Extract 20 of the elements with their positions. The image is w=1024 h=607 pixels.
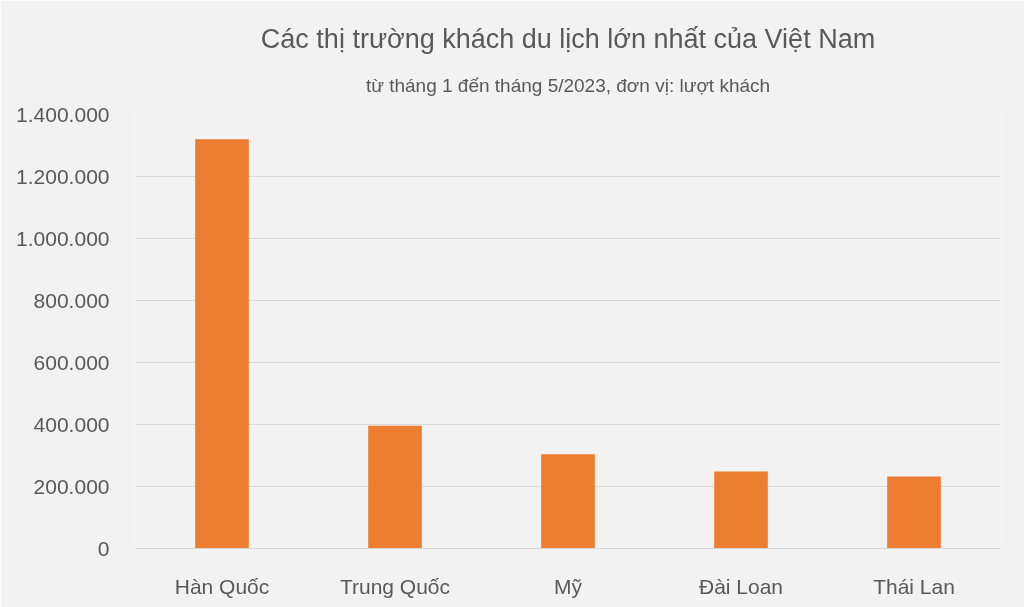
y-tick-label: 200.000 bbox=[33, 474, 110, 498]
x-tick-label: Đài Loan bbox=[698, 574, 784, 598]
y-tick-label: 800.000 bbox=[33, 288, 110, 312]
bar bbox=[887, 476, 941, 549]
chart-subtitle: từ tháng 1 đến tháng 5/2023, đơn vị: lượt khách bbox=[365, 74, 771, 96]
bar bbox=[541, 454, 595, 549]
chart-title: Các thị trường khách du lịch lớn nhất của Việt Nam bbox=[260, 23, 876, 54]
x-tick-label: Hàn Quốc bbox=[174, 574, 270, 598]
x-tick-label: Trung Quốc bbox=[339, 574, 451, 598]
bar bbox=[195, 139, 249, 549]
y-tick-label: 400.000 bbox=[33, 412, 110, 436]
x-tick-label: Thái Lan bbox=[873, 574, 955, 598]
y-tick-label: 1.200.000 bbox=[16, 164, 110, 188]
y-tick-label: 0 bbox=[97, 536, 110, 560]
x-tick-label: Mỹ bbox=[554, 574, 583, 598]
y-tick-label: 1.000.000 bbox=[16, 226, 110, 250]
y-tick-label: 1.400.000 bbox=[16, 102, 110, 126]
bar bbox=[714, 471, 768, 549]
y-tick-label: 600.000 bbox=[33, 350, 110, 374]
bar bbox=[368, 425, 422, 549]
